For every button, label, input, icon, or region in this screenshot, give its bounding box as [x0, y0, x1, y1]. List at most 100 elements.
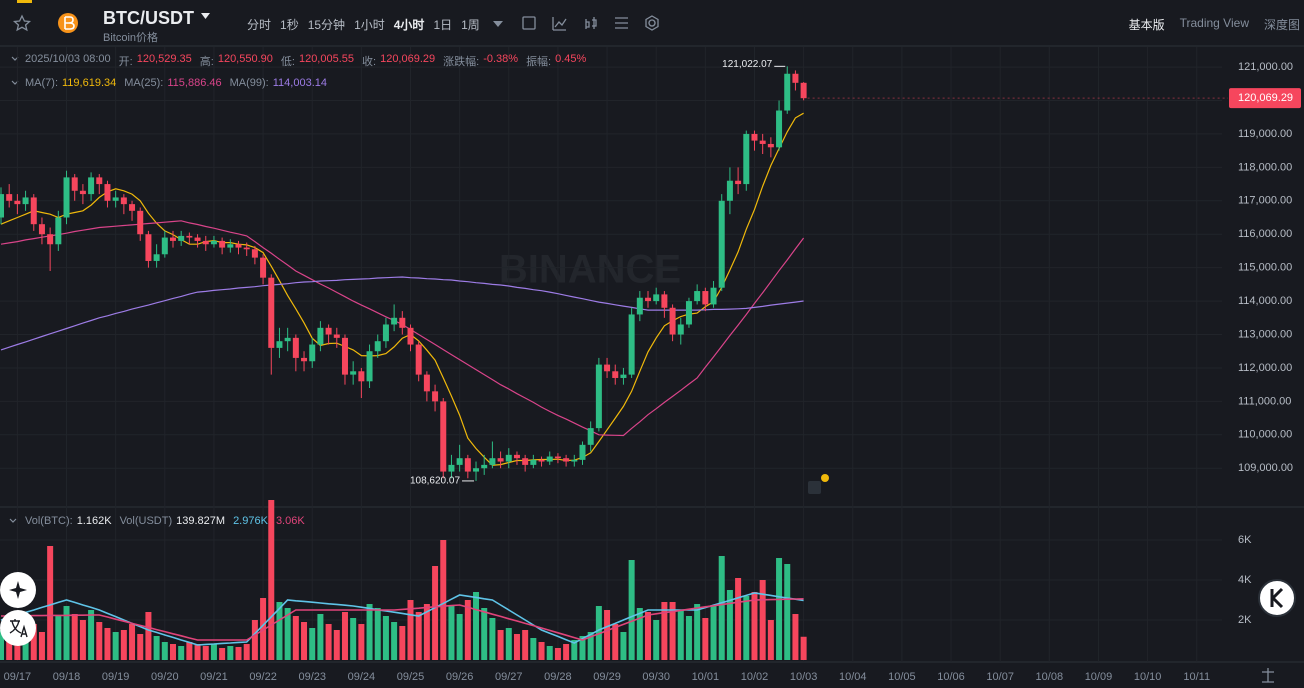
interval-option[interactable]: 4小时	[393, 18, 425, 32]
volume-bar	[63, 606, 70, 660]
candle-body	[776, 110, 783, 148]
volume-bar	[489, 618, 496, 660]
candle-body	[178, 235, 185, 241]
x-tick-label: 10/01	[692, 671, 720, 683]
candle-body	[391, 317, 398, 325]
x-tick-label: 09/30	[642, 671, 670, 683]
volume-bar	[202, 646, 209, 660]
candle-body	[219, 240, 226, 248]
legend-value: 120,069.29	[380, 53, 436, 65]
candle-body	[309, 344, 316, 362]
vol-value: 139.827M	[176, 515, 226, 527]
candle-body	[546, 456, 553, 462]
coin-glyph	[64, 16, 75, 30]
view-option[interactable]: Trading View	[1179, 16, 1249, 30]
candle-body	[120, 197, 127, 205]
x-tick-label: 09/21	[200, 671, 228, 683]
view-option[interactable]: 基本版	[1128, 18, 1165, 32]
candle-body	[260, 257, 267, 278]
icon-calendar[interactable]	[522, 16, 536, 30]
candle-body	[473, 468, 480, 472]
volume-bar	[587, 632, 594, 660]
candle-body	[235, 244, 242, 248]
y-tick-label: 115,000.00	[1238, 262, 1292, 274]
candle-body	[513, 454, 520, 459]
candle-body	[448, 464, 455, 472]
volume-bar	[391, 622, 398, 660]
ai-glyph	[9, 581, 27, 599]
candle-body	[333, 334, 340, 338]
favorite-star[interactable]	[12, 14, 32, 32]
candle-body	[407, 327, 414, 345]
y-tick-label: 114,000.00	[1238, 295, 1292, 307]
legend-value: 120,550.90	[217, 53, 273, 65]
icon-settings[interactable]	[645, 15, 659, 31]
candle-body	[38, 224, 45, 235]
interval-dropdown[interactable]	[493, 21, 503, 27]
symbol-dropdown[interactable]	[201, 13, 210, 19]
candle-body	[464, 458, 471, 472]
volume-bar	[702, 618, 709, 660]
volume-bar	[620, 632, 627, 660]
volume-bar	[645, 612, 652, 660]
vol-ma-value: 2.976K	[233, 515, 268, 527]
candle-body	[88, 177, 95, 195]
x-tick-label: 10/08	[1036, 671, 1064, 683]
volume-bar	[448, 606, 455, 660]
candle-body	[489, 458, 496, 465]
candle-body	[202, 240, 209, 245]
candle-body	[726, 180, 733, 201]
translate-button[interactable]	[0, 610, 36, 646]
interval-option[interactable]: 1日	[433, 18, 453, 32]
volume-bar	[653, 620, 660, 660]
volume-bar	[636, 608, 643, 660]
volume-bar	[210, 644, 217, 660]
icon-candle-type[interactable]	[585, 17, 597, 29]
candle-body	[14, 200, 21, 205]
interval-option[interactable]: 1秒	[280, 18, 299, 32]
candle-body	[620, 374, 627, 378]
volume-bar	[333, 630, 340, 660]
toolbar-icons	[522, 15, 659, 31]
candle-body	[604, 364, 611, 372]
candle-body	[358, 371, 365, 382]
icon-settings-list[interactable]	[615, 17, 628, 29]
view-option[interactable]: 深度图	[1263, 18, 1300, 32]
volume-bar	[767, 620, 774, 660]
volume-bar	[473, 592, 480, 660]
candle-body	[743, 133, 750, 185]
candle-body	[718, 200, 725, 288]
x-tick-label: 09/20	[151, 671, 179, 683]
candle-body	[382, 324, 389, 342]
interval-option[interactable]: 15分钟	[307, 18, 346, 32]
candle-body	[96, 177, 103, 185]
candle-body	[71, 177, 78, 191]
symbol[interactable]: BTC/USDT	[103, 8, 194, 28]
interval-option[interactable]: 1小时	[354, 18, 385, 32]
candle-body	[63, 177, 70, 218]
volume-bar	[104, 628, 111, 660]
x-tick-label: 10/09	[1085, 671, 1113, 683]
k-button[interactable]	[1258, 579, 1296, 617]
candle-body	[423, 374, 430, 392]
y-tick-label: 121,000.00	[1238, 61, 1293, 73]
vol-tick-label: 4K	[1238, 574, 1252, 586]
volume-bar	[382, 616, 389, 660]
candle-body	[685, 301, 692, 325]
interval-option[interactable]: 分时	[247, 18, 272, 32]
watermark: BINANCE	[499, 248, 681, 292]
axis-fit-icon[interactable]	[1262, 668, 1274, 683]
interval-option[interactable]: 1周	[461, 18, 480, 32]
view-switch: 基本版 Trading View 深度图	[1129, 16, 1300, 33]
volume-bar	[79, 620, 86, 660]
volume-bar	[677, 610, 684, 660]
volume-bar	[169, 644, 176, 660]
note-icon[interactable]	[808, 481, 821, 494]
icon-indicator[interactable]	[552, 17, 567, 31]
volume-bar	[776, 558, 783, 660]
x-tick-label: 09/18	[53, 671, 81, 683]
candle-body	[694, 291, 701, 302]
candle-body	[759, 140, 766, 144]
x-tick-label: 09/22	[249, 671, 277, 683]
volume-bar	[423, 604, 430, 660]
